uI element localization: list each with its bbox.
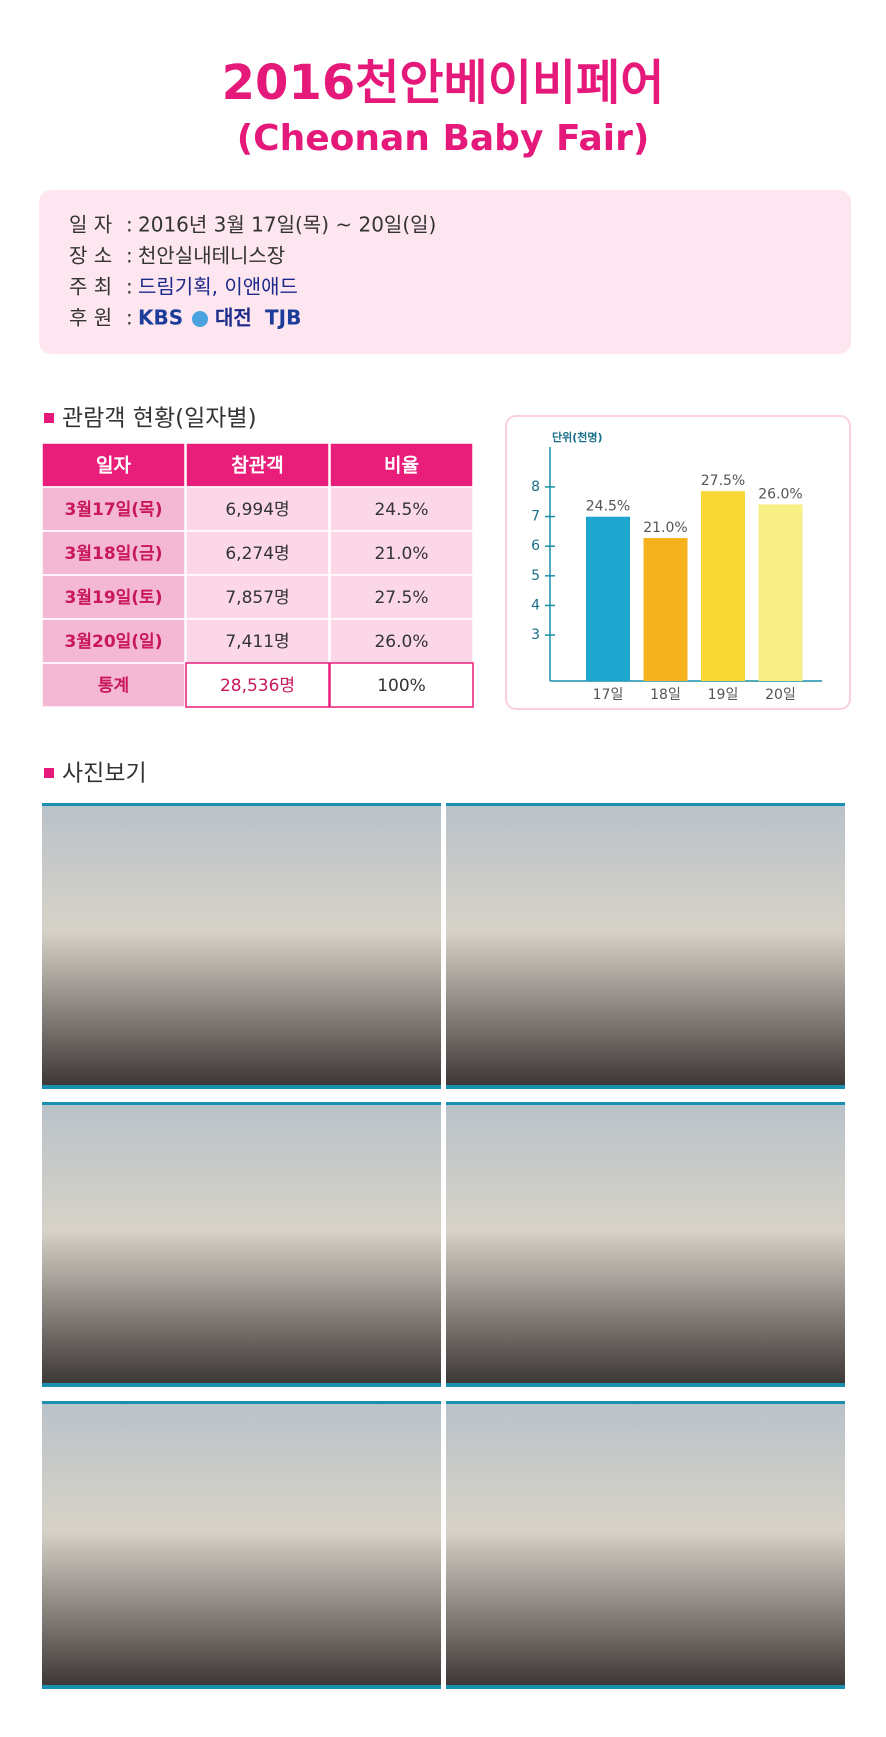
- photo: [446, 1401, 845, 1689]
- info-colon: :: [126, 275, 133, 299]
- table-text: 6,274명: [225, 544, 289, 564]
- table-cell: [329, 486, 474, 532]
- photo-border: [42, 1383, 441, 1387]
- table-cell: [41, 530, 186, 576]
- section-title: 관람객 현황(일자별): [62, 406, 257, 432]
- table-cell: [41, 486, 186, 532]
- bar-label: 27.5%: [701, 473, 745, 489]
- photo: [446, 803, 845, 1089]
- photo-border: [42, 1401, 441, 1404]
- table-cell: [41, 662, 186, 708]
- bar-label: 26.0%: [758, 486, 802, 502]
- table-text: 3월18일(금): [65, 544, 163, 564]
- photo-border: [446, 803, 845, 806]
- photo-border: [42, 1102, 441, 1105]
- table-text: 26.0%: [374, 632, 428, 652]
- y-tick-label: 5: [531, 568, 540, 584]
- y-tick-label: 4: [531, 597, 540, 613]
- bar: [586, 516, 630, 681]
- table-cell: [185, 618, 330, 664]
- table-header-cell: [41, 442, 186, 488]
- subtitle: (Cheonan Baby Fair): [237, 118, 650, 159]
- table-header: 일자: [96, 455, 131, 477]
- table-cell: [185, 530, 330, 576]
- bar-label: 21.0%: [643, 520, 687, 536]
- table-cell: [185, 486, 330, 532]
- photo: [446, 1102, 845, 1387]
- table-text: 3월17일(목): [65, 500, 163, 520]
- title: 2016천안베이비페어: [222, 55, 665, 111]
- bullet: [44, 413, 54, 423]
- table-cell: [329, 574, 474, 620]
- table-cell: [329, 662, 474, 708]
- table-cell: [185, 574, 330, 620]
- photo-border: [446, 1383, 845, 1387]
- table-text: 3월20일(일): [65, 632, 163, 652]
- table-cell: [41, 618, 186, 664]
- section-title: 사진보기: [62, 761, 147, 787]
- sponsor: KBS: [138, 306, 183, 330]
- bar: [643, 538, 688, 681]
- table-text: 6,994명: [225, 500, 289, 520]
- info-value: 천안실내테니스장: [138, 244, 285, 268]
- table-cell: [329, 618, 474, 664]
- photo-border: [42, 1685, 441, 1689]
- table-header: 참관객: [231, 455, 283, 477]
- y-tick-label: 6: [531, 538, 540, 554]
- photo-border: [446, 1401, 845, 1404]
- table-text: 3월19일(토): [65, 588, 163, 608]
- info-colon: :: [126, 306, 133, 330]
- table-header-cell: [329, 442, 474, 488]
- table-cell: [329, 530, 474, 576]
- info-colon: :: [126, 244, 133, 268]
- bar: [701, 491, 745, 681]
- bullet: [44, 768, 54, 778]
- info-box: [39, 190, 851, 354]
- sponsor: 대전: [215, 306, 252, 330]
- bar-label: 24.5%: [586, 499, 630, 515]
- table-text: 100%: [377, 676, 426, 696]
- table-header: 비율: [384, 455, 419, 477]
- x-tick-label: 18일: [650, 687, 681, 703]
- table-text: 28,536명: [220, 676, 295, 696]
- photo-border: [446, 1102, 845, 1105]
- x-tick-label: 20일: [765, 687, 796, 703]
- photo: [42, 1401, 441, 1689]
- info-value: 2016년 3월 17일(목) ~ 20일(일): [138, 213, 436, 237]
- unit-label: 단위(천명): [552, 430, 603, 444]
- table-cell: [185, 662, 330, 708]
- sponsor-icon: [192, 311, 208, 327]
- info-label: 일 자: [69, 213, 112, 237]
- table-text: 27.5%: [374, 588, 428, 608]
- info-colon: :: [126, 213, 133, 237]
- table-text: 24.5%: [374, 500, 428, 520]
- info-label: 후 원: [69, 306, 112, 330]
- y-tick-label: 3: [531, 627, 540, 643]
- y-tick-label: 7: [531, 509, 540, 525]
- x-tick-label: 17일: [593, 687, 624, 703]
- info-label: 장 소: [69, 244, 112, 268]
- table-text: 7,411명: [225, 632, 289, 652]
- info-label: 주 최: [69, 275, 112, 299]
- x-tick-label: 19일: [708, 687, 739, 703]
- photo-border: [42, 803, 441, 806]
- info-value: 드림기획, 이앤애드: [138, 275, 298, 299]
- table-text: 21.0%: [374, 544, 428, 564]
- table-text: 통계: [98, 676, 129, 696]
- photo: [42, 1102, 441, 1387]
- table-text: 7,857명: [225, 588, 289, 608]
- photo-border: [446, 1685, 845, 1689]
- bar: [758, 504, 803, 681]
- y-tick-label: 8: [531, 479, 540, 495]
- photo-border: [42, 1085, 441, 1089]
- photo: [42, 803, 441, 1089]
- sponsor: TJB: [265, 306, 301, 330]
- photo-border: [446, 1085, 845, 1089]
